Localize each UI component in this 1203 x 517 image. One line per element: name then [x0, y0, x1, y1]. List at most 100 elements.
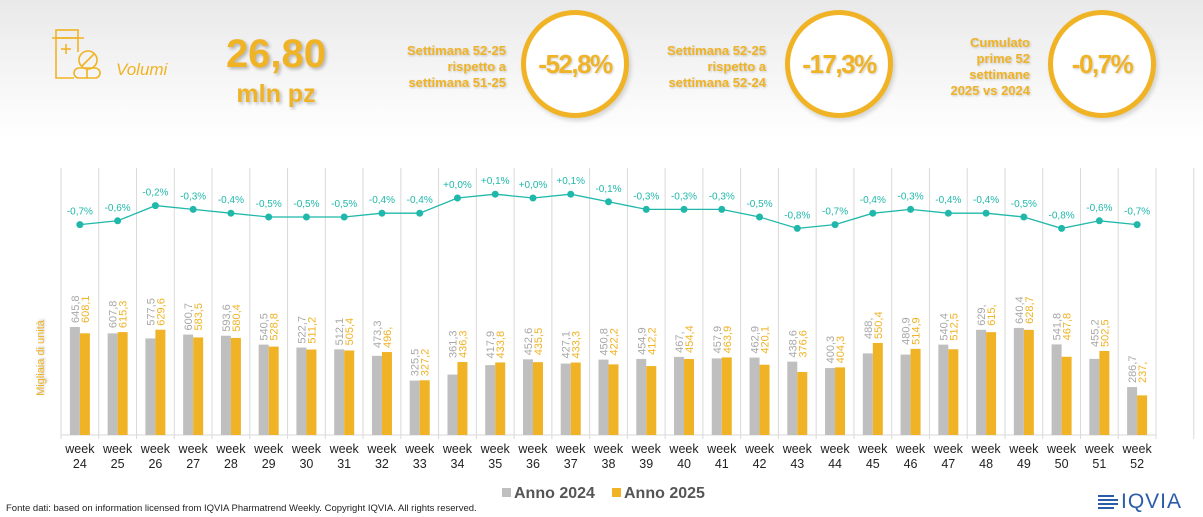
x-tick-label-number: 51 — [1092, 457, 1106, 471]
data-label-2024: 417,9 — [485, 331, 497, 359]
cumulative-point — [1020, 213, 1028, 221]
cumulative-label: -0,4% — [935, 195, 961, 206]
data-label-2025: 629,6 — [155, 298, 167, 326]
bar-2024 — [183, 334, 194, 435]
comparison-year-value: -17,3% — [802, 48, 877, 79]
data-label-2025: 433,8 — [495, 331, 507, 359]
bar-2025 — [381, 352, 392, 435]
bar-2024 — [522, 359, 533, 435]
x-tick-label: week — [555, 442, 586, 456]
cumulative-label: -0,4% — [218, 195, 244, 206]
cumulative-point — [680, 205, 688, 213]
bar-2025 — [532, 362, 543, 435]
comparison-line: prime 52 — [976, 51, 1030, 66]
bar-2024 — [787, 361, 798, 435]
bar-2025 — [1099, 350, 1110, 435]
data-label-2025: 420,1 — [760, 326, 772, 354]
data-label-2024: 455,2 — [1089, 319, 1101, 347]
data-label-2025: 454,4 — [684, 325, 696, 353]
data-label-2024: 640,4 — [1014, 296, 1026, 324]
kpi-value: 26,80 — [225, 32, 327, 76]
x-tick-label-number: 33 — [413, 457, 427, 471]
cumulative-point — [114, 217, 122, 225]
legend-label-2024: Anno 2024 — [514, 485, 595, 502]
x-tick-label: week — [933, 442, 964, 456]
bar-2024 — [598, 359, 609, 435]
data-label-2024: 522,7 — [296, 316, 308, 344]
cumulative-label: -0,1% — [595, 184, 621, 195]
cumulative-point — [529, 194, 537, 202]
cumulative-point — [453, 194, 461, 202]
data-label-2024: 457,9 — [712, 326, 724, 354]
bar-2024 — [69, 327, 80, 435]
x-tick-label: week — [895, 442, 926, 456]
bar-2025 — [155, 329, 166, 435]
data-label-2024: 462,9 — [750, 326, 762, 354]
bar-2025 — [1023, 329, 1034, 435]
bar-2024 — [258, 344, 269, 435]
y-axis-label: Migliaia di unità — [35, 320, 47, 396]
cumulative-point — [869, 209, 877, 217]
cumulative-point — [982, 209, 990, 217]
cumulative-point — [491, 190, 499, 198]
data-label-2025: 502,5 — [1099, 319, 1111, 347]
bar-2024 — [485, 365, 496, 435]
bar-2024 — [409, 380, 420, 435]
comparison-line: Cumulato — [970, 35, 1030, 50]
data-label-2024: 512,1 — [334, 318, 346, 346]
x-tick-label-number: 47 — [941, 457, 955, 471]
comparison-line: Settimana 52-25 — [407, 43, 506, 58]
data-label-2024: 400,3 — [825, 336, 837, 364]
data-label-2024: 645,8 — [70, 295, 82, 323]
data-label-2025: 583,5 — [193, 303, 205, 331]
data-label-2025: 433,3 — [571, 331, 583, 359]
cumulative-label: +0,0% — [443, 180, 472, 191]
bar-2025 — [608, 364, 619, 435]
data-label-2024: 467, — [674, 331, 686, 352]
bar-2025 — [457, 362, 468, 435]
data-label-2024: 438,6 — [787, 330, 799, 358]
bar-2025 — [495, 362, 506, 435]
bar-2024 — [107, 333, 118, 435]
logo-lines-icon — [1098, 495, 1118, 509]
cumulative-point — [567, 190, 575, 198]
x-tick-label-number: 38 — [602, 457, 616, 471]
legend-swatch-2025 — [612, 488, 621, 497]
cumulative-label: -0,5% — [331, 199, 357, 210]
data-label-2025: 511,2 — [306, 317, 318, 344]
bar-2025 — [1137, 395, 1148, 435]
data-label-2024: 473,3 — [372, 321, 384, 349]
cumulative-label: -0,7% — [67, 207, 93, 218]
x-tick-label: week — [329, 442, 360, 456]
cumulative-point — [340, 213, 348, 221]
x-tick-label-number: 24 — [73, 457, 87, 471]
x-tick-label: week — [215, 442, 246, 456]
x-tick-label-number: 29 — [262, 457, 276, 471]
cumulative-value: -0,7% — [1071, 48, 1134, 79]
data-label-2024: 361,3 — [447, 331, 459, 359]
comparison-line: settimana 51-25 — [408, 75, 506, 90]
x-tick-label-number: 46 — [904, 457, 918, 471]
comparison-line: settimana 52-24 — [668, 75, 766, 90]
bar-2024 — [560, 363, 571, 435]
data-label-2024: 607,8 — [108, 301, 120, 329]
x-tick-label: week — [291, 442, 322, 456]
data-label-2024: 541,8 — [1052, 313, 1064, 341]
comparison-line: 2025 vs 2024 — [950, 83, 1030, 98]
legend-item-2025: Anno 2025 — [612, 485, 705, 503]
x-tick-label-number: 52 — [1130, 457, 1144, 471]
data-label-2024: 452,6 — [523, 328, 535, 356]
cumulative-label: -0,3% — [671, 191, 697, 202]
bar-2024 — [900, 354, 911, 435]
data-label-2025: 514,9 — [911, 317, 923, 345]
data-label-2024: 540,4 — [938, 313, 950, 341]
data-label-2025: 615,3 — [118, 301, 130, 329]
x-tick-label-number: 37 — [564, 457, 578, 471]
cumulative-label: -0,7% — [1124, 207, 1150, 218]
bar-2024 — [1127, 387, 1138, 435]
comparison-year-circle: -17,3% — [785, 10, 893, 118]
cumulative-label: -0,8% — [784, 210, 810, 221]
cumulative-point — [831, 221, 839, 229]
x-tick-label-number: 43 — [790, 457, 804, 471]
data-label-2025: 436,3 — [457, 331, 469, 359]
